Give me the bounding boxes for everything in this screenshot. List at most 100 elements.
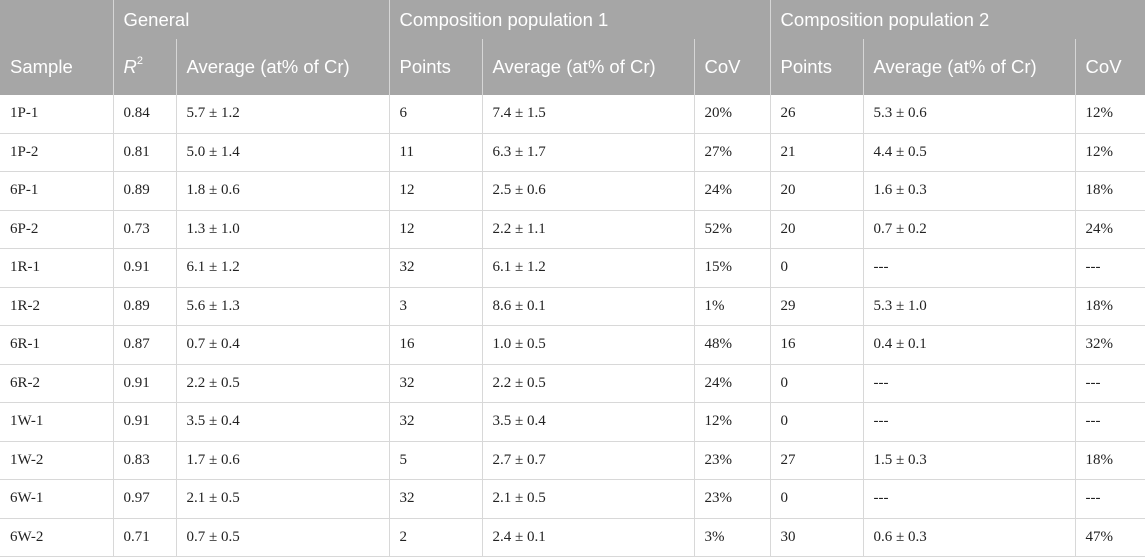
cell-pop2-points: 30 [769, 518, 864, 557]
cell-r-squared: 0.97 [112, 479, 176, 519]
cell-sample: 6R-1 [0, 325, 113, 365]
header-pop2-average: Average (at% of Cr) [862, 39, 1076, 95]
table-row: 1P-1 0.84 5.7 ± 1.2 6 7.4 ± 1.5 20% 26 5.3 ± 0.… [0, 95, 1145, 134]
cell-pop2-average: --- [862, 402, 1076, 442]
cell-pop2-points: 21 [769, 133, 864, 172]
cell-sample: 1P-1 [0, 95, 113, 134]
cell-pop1-points: 32 [388, 364, 483, 403]
cell-pop1-cov: 12% [693, 402, 771, 442]
cell-pop1-cov: 15% [693, 248, 771, 288]
header-column-row: Sample R2 Average (at% of Cr) Points Ave… [0, 39, 1145, 95]
table-row: 1P-2 0.81 5.0 ± 1.4 11 6.3 ± 1.7 27% 21 4.4 ± 0… [0, 133, 1145, 172]
cell-sample: 1W-1 [0, 402, 113, 442]
header-group-empty [0, 0, 113, 39]
cell-general-average: 5.6 ± 1.3 [175, 287, 390, 326]
cell-pop1-average: 2.4 ± 0.1 [481, 518, 695, 557]
cell-pop2-points: 0 [769, 248, 864, 288]
cell-r-squared: 0.73 [112, 210, 176, 249]
table-body: 1P-1 0.84 5.7 ± 1.2 6 7.4 ± 1.5 20% 26 5.3 ± 0.… [0, 95, 1145, 557]
cell-pop1-cov: 23% [693, 479, 771, 519]
cell-pop2-average: --- [862, 248, 1076, 288]
cell-r-squared: 0.71 [112, 518, 176, 557]
cell-sample: 6P-2 [0, 210, 113, 249]
cell-pop2-cov: --- [1074, 248, 1145, 288]
cell-general-average: 5.0 ± 1.4 [175, 133, 390, 172]
table-row: 6W-2 0.71 0.7 ± 0.5 2 2.4 ± 0.1 3% 30 0.6 ± 0.3… [0, 518, 1145, 557]
cell-r-squared: 0.81 [112, 133, 176, 172]
cell-pop2-points: 20 [769, 171, 864, 211]
cell-general-average: 6.1 ± 1.2 [175, 248, 390, 288]
cell-pop1-points: 32 [388, 479, 483, 519]
header-general-average: Average (at% of Cr) [175, 39, 390, 95]
cell-pop1-cov: 23% [693, 441, 771, 480]
header-pop1-cov: CoV [693, 39, 771, 95]
cell-pop1-points: 32 [388, 402, 483, 442]
cell-pop1-points: 12 [388, 210, 483, 249]
table-row: 1W-2 0.83 1.7 ± 0.6 5 2.7 ± 0.7 23% 27 1.5 ± 0.… [0, 441, 1145, 480]
cell-pop2-cov: 18% [1074, 287, 1145, 326]
cell-general-average: 3.5 ± 0.4 [175, 402, 390, 442]
header-pop1-average: Average (at% of Cr) [481, 39, 695, 95]
cell-pop2-average: 5.3 ± 0.6 [862, 95, 1076, 134]
cell-pop1-cov: 52% [693, 210, 771, 249]
cell-pop2-cov: 12% [1074, 95, 1145, 134]
cell-sample: 6W-2 [0, 518, 113, 557]
cell-general-average: 1.3 ± 1.0 [175, 210, 390, 249]
table-row: 6P-1 0.89 1.8 ± 0.6 12 2.5 ± 0.6 24% 20 1.6 ± 0… [0, 171, 1145, 211]
cell-pop2-average: 1.5 ± 0.3 [862, 441, 1076, 480]
header-sample: Sample [0, 39, 113, 95]
cell-pop2-points: 0 [769, 364, 864, 403]
header-pop2-points: Points [769, 39, 864, 95]
cell-general-average: 1.7 ± 0.6 [175, 441, 390, 480]
cell-pop1-cov: 48% [693, 325, 771, 365]
cell-pop1-cov: 1% [693, 287, 771, 326]
cell-pop1-cov: 24% [693, 364, 771, 403]
table-row: 6W-1 0.97 2.1 ± 0.5 32 2.1 ± 0.5 23% 0 --- --- [0, 479, 1145, 519]
cell-sample: 1W-2 [0, 441, 113, 480]
cell-r-squared: 0.91 [112, 248, 176, 288]
cell-sample: 6W-1 [0, 479, 113, 519]
cell-pop1-cov: 27% [693, 133, 771, 172]
cell-pop2-cov: 12% [1074, 133, 1145, 172]
cell-pop1-average: 1.0 ± 0.5 [481, 325, 695, 365]
header-pop2-cov: CoV [1074, 39, 1145, 95]
header-group-population-1: Composition population 1 [388, 0, 771, 39]
table-row: 1R-1 0.91 6.1 ± 1.2 32 6.1 ± 1.2 15% 0 --- --- [0, 248, 1145, 288]
cell-r-squared: 0.91 [112, 402, 176, 442]
cell-r-squared: 0.87 [112, 325, 176, 365]
cell-sample: 1R-1 [0, 248, 113, 288]
table-row: 6R-2 0.91 2.2 ± 0.5 32 2.2 ± 0.5 24% 0 --- --- [0, 364, 1145, 403]
cell-r-squared: 0.89 [112, 171, 176, 211]
cell-pop1-points: 12 [388, 171, 483, 211]
cell-sample: 1R-2 [0, 287, 113, 326]
cell-r-squared: 0.91 [112, 364, 176, 403]
cell-pop1-average: 6.3 ± 1.7 [481, 133, 695, 172]
header-group-population-2: Composition population 2 [769, 0, 1145, 39]
cell-general-average: 0.7 ± 0.5 [175, 518, 390, 557]
cell-general-average: 0.7 ± 0.4 [175, 325, 390, 365]
cell-pop1-points: 32 [388, 248, 483, 288]
cell-pop2-points: 16 [769, 325, 864, 365]
cell-pop2-cov: 32% [1074, 325, 1145, 365]
cell-pop1-cov: 24% [693, 171, 771, 211]
cell-pop1-cov: 3% [693, 518, 771, 557]
cell-pop2-cov: --- [1074, 364, 1145, 403]
cell-pop1-points: 3 [388, 287, 483, 326]
table-row: 1R-2 0.89 5.6 ± 1.3 3 8.6 ± 0.1 1% 29 5.3 ± 1.0… [0, 287, 1145, 326]
header-group-row: General Composition population 1 Composi… [0, 0, 1145, 39]
cell-pop2-average: 1.6 ± 0.3 [862, 171, 1076, 211]
header-r-squared: R2 [112, 39, 176, 95]
header-r-squared-base: R [123, 56, 137, 77]
cell-r-squared: 0.84 [112, 95, 176, 134]
cell-pop2-cov: --- [1074, 402, 1145, 442]
header-r-squared-exponent: 2 [136, 54, 143, 67]
table-row: 6R-1 0.87 0.7 ± 0.4 16 1.0 ± 0.5 48% 16 0.4 ± 0… [0, 325, 1145, 365]
table-header: General Composition population 1 Composi… [0, 0, 1145, 95]
cell-pop1-average: 7.4 ± 1.5 [481, 95, 695, 134]
cell-pop1-average: 2.2 ± 1.1 [481, 210, 695, 249]
cell-pop1-points: 2 [388, 518, 483, 557]
cell-pop1-average: 2.1 ± 0.5 [481, 479, 695, 519]
cell-pop1-average: 6.1 ± 1.2 [481, 248, 695, 288]
cell-pop1-points: 5 [388, 441, 483, 480]
